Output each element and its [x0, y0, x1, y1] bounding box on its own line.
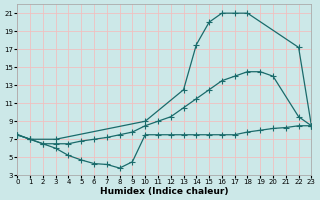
X-axis label: Humidex (Indice chaleur): Humidex (Indice chaleur): [100, 187, 228, 196]
